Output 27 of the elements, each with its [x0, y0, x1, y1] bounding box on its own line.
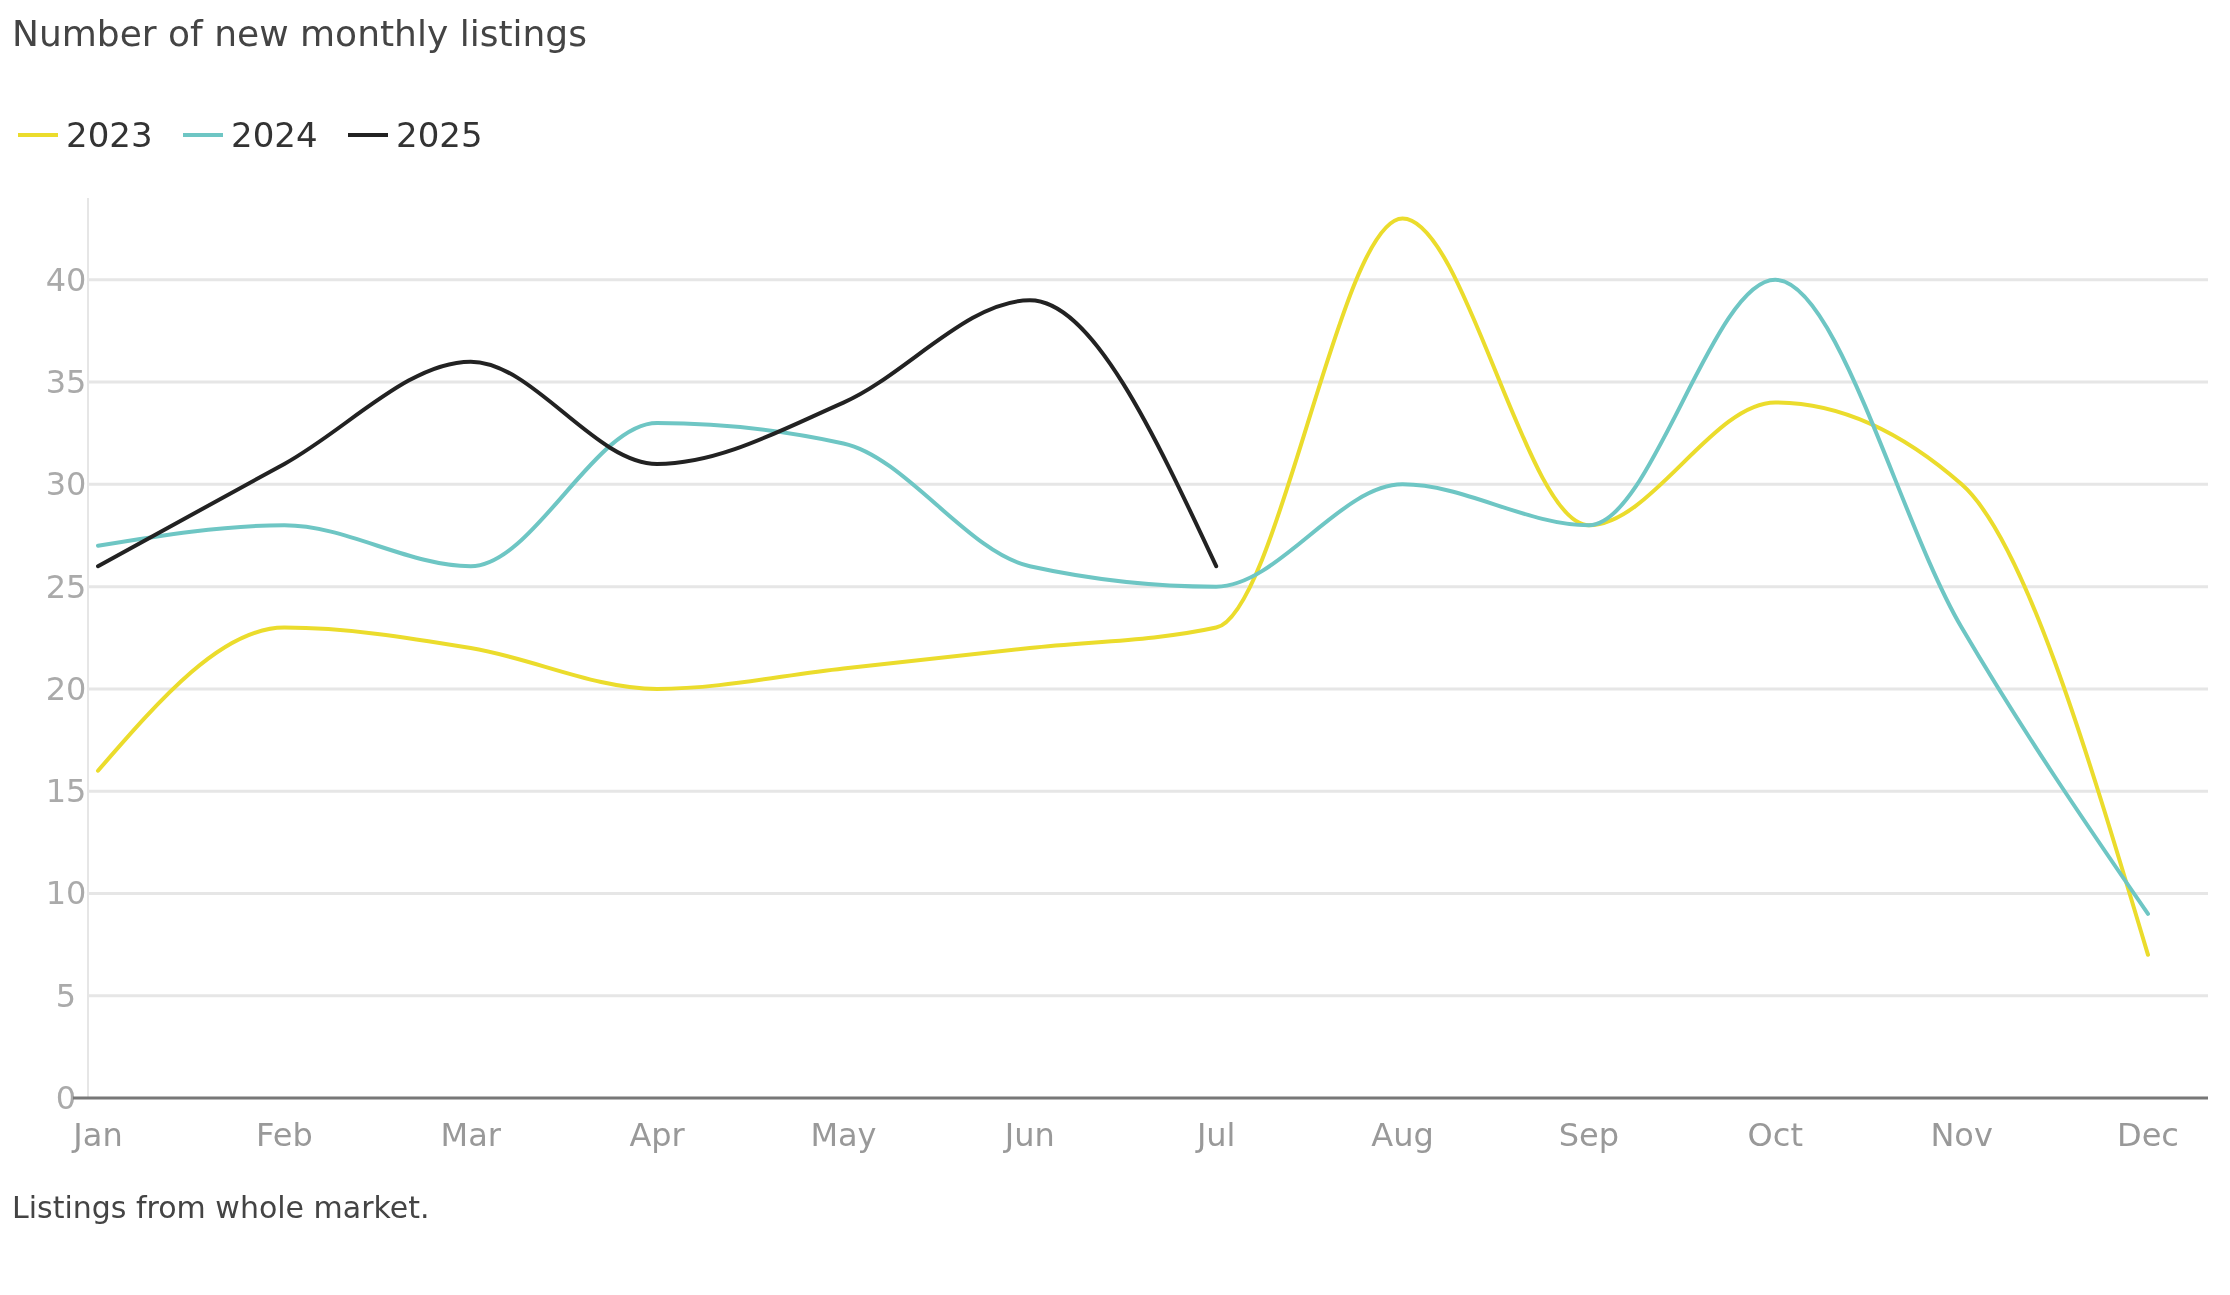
legend-label: 2023: [66, 115, 153, 155]
x-tick-label: Mar: [440, 1116, 502, 1154]
x-tick-label: Jan: [71, 1116, 123, 1154]
text: Listings from whole market.: [12, 1190, 430, 1225]
x-tick-label: Nov: [1930, 1116, 1993, 1154]
x-tick-label: Jun: [1002, 1116, 1055, 1154]
y-tick-label: 15: [45, 772, 87, 811]
y-tick-label: 0: [55, 1079, 77, 1117]
x-tick-label: Oct: [1747, 1116, 1803, 1154]
y-tick-label: 5: [55, 976, 77, 1015]
x-tick-label: Jul: [1194, 1116, 1236, 1154]
y-tick-label: 10: [45, 874, 87, 913]
y-tick-label: 30: [45, 465, 87, 504]
x-tick-label: May: [810, 1116, 877, 1154]
legend-label: 2024: [231, 115, 318, 155]
y-tick-label: 35: [45, 363, 87, 402]
y-tick-label: 40: [45, 260, 87, 299]
x-tick-label: Aug: [1371, 1116, 1434, 1154]
legend-label: 2025: [396, 115, 483, 155]
x-tick-label: Dec: [2117, 1116, 2179, 1154]
x-tick-label: Sep: [1558, 1116, 1620, 1154]
x-tick-label: Apr: [629, 1116, 686, 1154]
y-tick-label: 25: [45, 567, 87, 606]
x-tick-label: Feb: [256, 1116, 313, 1154]
line-series: [96, 298, 1219, 569]
y-tick-label: 20: [45, 669, 87, 708]
chart-title: Number of new monthly listings: [12, 13, 587, 54]
